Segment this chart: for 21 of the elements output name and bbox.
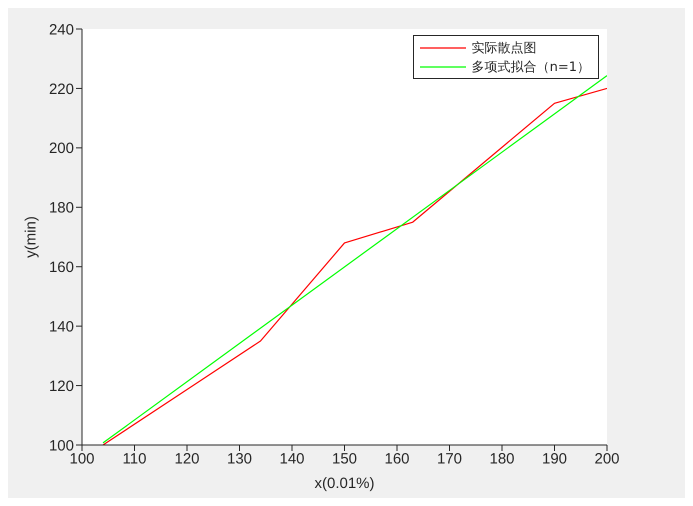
y-tick-label: 180 [48, 200, 74, 217]
x-tick-label: 160 [384, 450, 410, 468]
legend-label: 实际散点图 [472, 40, 537, 56]
x-tick-label: 110 [122, 450, 146, 468]
x-tick-label: 120 [174, 450, 200, 468]
x-axis-title: x(0.01%) [314, 475, 375, 492]
y-tick-label: 140 [48, 318, 74, 336]
y-axis-title: y(min) [22, 216, 40, 258]
y-tick-label: 220 [48, 80, 74, 98]
x-tick-label: 190 [542, 450, 568, 468]
x-tick-label: 140 [279, 450, 305, 468]
x-tick-label: 130 [226, 450, 252, 468]
y-tick-label: 240 [48, 21, 74, 38]
y-tick-label: 200 [48, 140, 74, 158]
x-tick-label: 150 [332, 450, 358, 468]
y-tick-label: 120 [48, 378, 74, 395]
x-tick-label: 180 [489, 450, 515, 468]
legend-label: 多项式拟合（n=1） [472, 58, 590, 76]
y-tick-label: 160 [48, 259, 74, 276]
x-tick-label: 200 [594, 450, 620, 468]
x-tick-label: 170 [436, 450, 462, 468]
